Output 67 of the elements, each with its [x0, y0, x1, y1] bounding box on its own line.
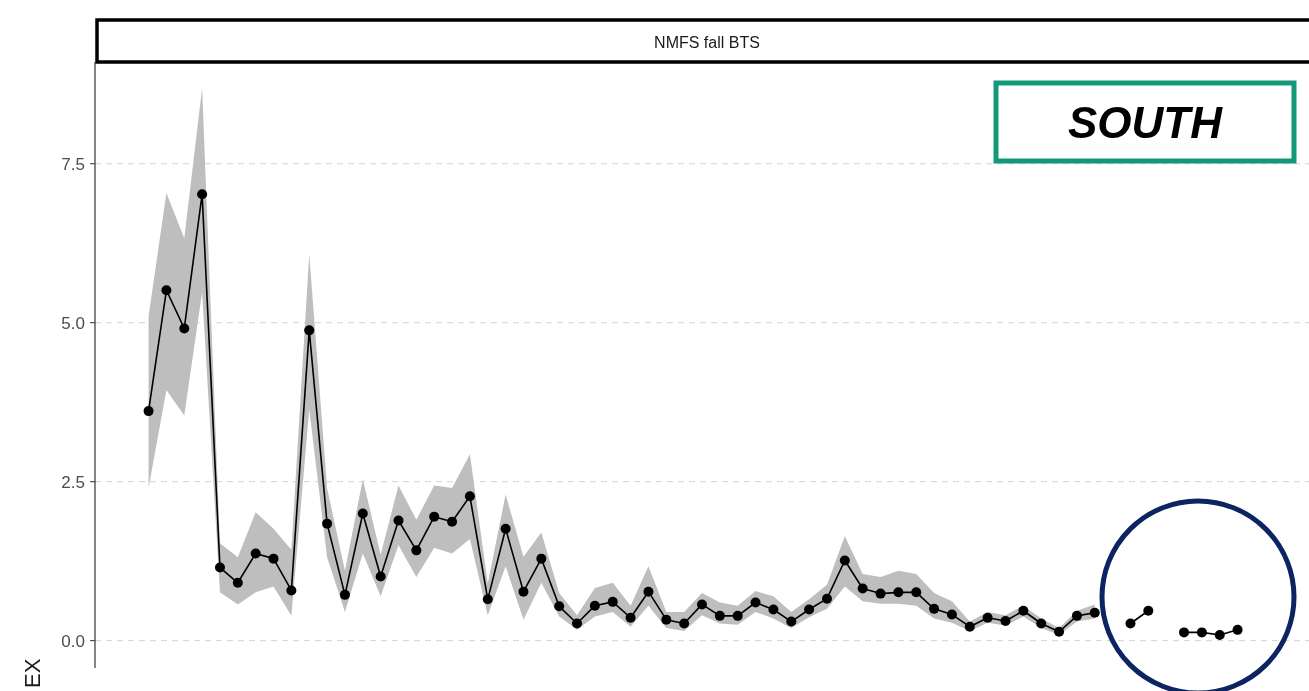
point [1125, 618, 1136, 629]
point [536, 553, 547, 564]
point [589, 600, 600, 611]
point [179, 323, 190, 334]
annotation: SOUTH [1068, 98, 1224, 148]
chart-title: NMFS fall BTS [654, 33, 760, 51]
point [839, 555, 850, 566]
point [946, 609, 957, 620]
point [1232, 624, 1243, 635]
point [768, 604, 779, 615]
point [268, 553, 279, 564]
point [643, 586, 654, 597]
point [339, 589, 350, 600]
point [875, 588, 886, 599]
point [1018, 605, 1029, 616]
point [857, 583, 868, 594]
point [750, 597, 761, 608]
point [572, 618, 583, 629]
y-tick-label: 2.5 [61, 472, 85, 492]
point [232, 577, 243, 588]
point [447, 516, 458, 527]
point [411, 545, 422, 556]
point [1089, 607, 1100, 618]
point [161, 285, 172, 296]
point [679, 618, 690, 629]
point [518, 586, 529, 597]
point [1000, 615, 1011, 626]
point [304, 325, 315, 336]
point [661, 614, 672, 625]
point [1054, 626, 1065, 637]
point [1214, 629, 1225, 640]
point [286, 585, 297, 596]
point [714, 610, 725, 621]
point [982, 612, 993, 623]
point [929, 603, 940, 614]
y-tick-label: 7.5 [61, 154, 85, 174]
point [911, 587, 922, 598]
point [250, 548, 261, 559]
point [322, 518, 333, 529]
point [1143, 605, 1154, 616]
point [482, 594, 493, 605]
point [1036, 618, 1047, 629]
point [625, 612, 636, 623]
point [554, 601, 565, 612]
point [143, 406, 154, 417]
y-tick-label: 5.0 [61, 313, 85, 333]
point [393, 515, 404, 526]
point [357, 508, 368, 519]
y-tick-label: 0.0 [61, 631, 85, 651]
point [732, 610, 743, 621]
point [964, 621, 975, 632]
point [429, 511, 440, 522]
point [607, 596, 618, 607]
y-axis-title: EX [20, 658, 45, 688]
point [697, 599, 707, 610]
point [375, 571, 386, 582]
point [1071, 610, 1082, 621]
point [821, 593, 832, 604]
point [214, 562, 225, 573]
point [1179, 627, 1190, 638]
point [893, 587, 904, 598]
point [786, 616, 797, 627]
point [464, 491, 475, 502]
point [1196, 627, 1207, 638]
point [500, 523, 511, 534]
point [804, 604, 815, 615]
point [197, 189, 208, 200]
